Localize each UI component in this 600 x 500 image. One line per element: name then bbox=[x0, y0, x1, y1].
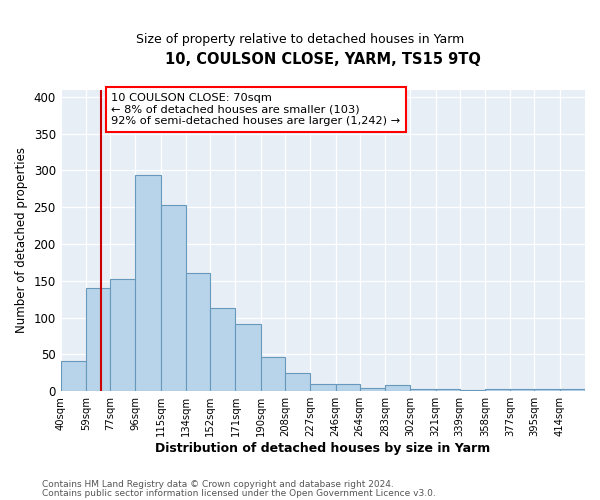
Text: 10 COULSON CLOSE: 70sqm
← 8% of detached houses are smaller (103)
92% of semi-de: 10 COULSON CLOSE: 70sqm ← 8% of detached… bbox=[112, 93, 400, 126]
Bar bbox=[310, 384, 335, 391]
Bar bbox=[61, 361, 86, 391]
Bar bbox=[460, 390, 485, 391]
Bar bbox=[335, 384, 359, 391]
Title: 10, COULSON CLOSE, YARM, TS15 9TQ: 10, COULSON CLOSE, YARM, TS15 9TQ bbox=[165, 52, 481, 68]
Bar bbox=[485, 389, 510, 391]
Bar bbox=[285, 373, 310, 391]
Bar bbox=[535, 389, 560, 391]
Bar bbox=[186, 274, 210, 391]
Bar bbox=[210, 308, 235, 391]
Bar bbox=[86, 288, 110, 391]
Bar bbox=[235, 324, 261, 391]
Y-axis label: Number of detached properties: Number of detached properties bbox=[15, 148, 28, 334]
Text: Size of property relative to detached houses in Yarm: Size of property relative to detached ho… bbox=[136, 32, 464, 46]
Bar bbox=[136, 175, 161, 391]
Bar bbox=[110, 278, 136, 391]
Bar bbox=[261, 358, 285, 391]
Text: Contains public sector information licensed under the Open Government Licence v3: Contains public sector information licen… bbox=[42, 488, 436, 498]
Bar bbox=[410, 389, 436, 391]
X-axis label: Distribution of detached houses by size in Yarm: Distribution of detached houses by size … bbox=[155, 442, 490, 455]
Bar bbox=[510, 389, 535, 391]
Bar bbox=[359, 388, 385, 391]
Text: Contains HM Land Registry data © Crown copyright and database right 2024.: Contains HM Land Registry data © Crown c… bbox=[42, 480, 394, 489]
Bar bbox=[385, 386, 410, 391]
Bar bbox=[161, 205, 186, 391]
Bar bbox=[560, 389, 585, 391]
Bar bbox=[436, 389, 460, 391]
